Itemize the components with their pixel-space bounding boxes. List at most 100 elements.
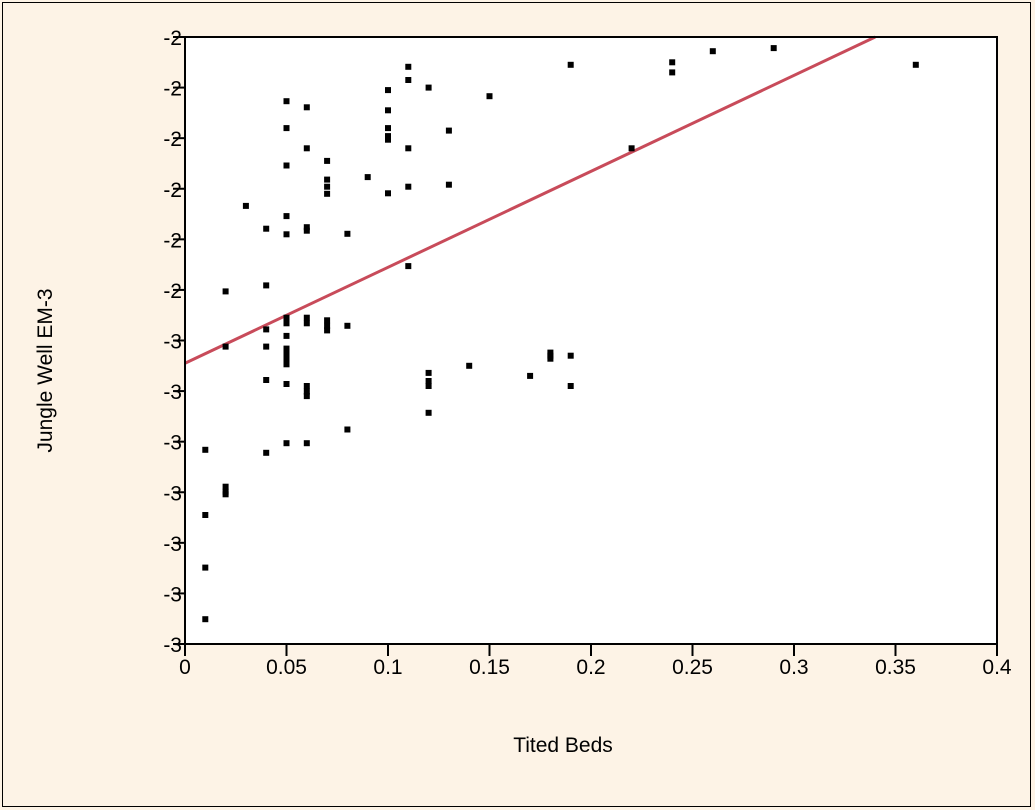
y-tick-label: -3 [163, 634, 182, 657]
data-point [303, 320, 310, 327]
data-point [425, 378, 432, 384]
data-point [405, 263, 412, 270]
data-point [242, 202, 249, 209]
data-point [324, 190, 331, 197]
x-tick-label: 0.05 [266, 656, 307, 679]
y-tick-label: -3 [163, 583, 182, 606]
x-tick-label: 0.3 [779, 656, 808, 679]
data-point [324, 327, 331, 334]
data-point [425, 383, 432, 389]
data-point [283, 213, 290, 220]
data-point [405, 145, 412, 152]
x-tick-label: 0.35 [875, 656, 916, 679]
data-point [222, 483, 229, 490]
data-point [303, 104, 310, 111]
plot-area [185, 37, 997, 644]
y-axis-title: Jungle Well EM-3 [34, 288, 57, 452]
data-point [303, 388, 310, 395]
data-point [547, 355, 554, 362]
x-tick-label: 0.1 [373, 656, 402, 679]
data-point [303, 393, 310, 400]
data-point [547, 349, 554, 356]
x-tick-label: 0.25 [672, 656, 713, 679]
y-tick-label: -2 [163, 280, 182, 303]
data-point [669, 69, 676, 76]
y-tick-label: -3 [163, 381, 182, 404]
data-point [283, 332, 290, 339]
data-point [445, 181, 452, 188]
data-point [324, 157, 331, 164]
data-point [385, 107, 391, 114]
data-point [303, 383, 310, 389]
data-point [202, 616, 209, 623]
data-point [425, 369, 432, 376]
data-point [628, 145, 635, 152]
data-point [303, 145, 310, 152]
data-point [283, 440, 290, 447]
x-tick-label: 0.15 [469, 656, 510, 679]
data-point [303, 224, 310, 231]
data-point [202, 512, 209, 518]
data-point [567, 352, 574, 359]
data-point [385, 190, 391, 197]
y-tick-label: -3 [163, 533, 182, 556]
y-tick-label: -3 [163, 331, 182, 354]
data-point [344, 322, 351, 329]
data-point [324, 317, 331, 324]
data-point [303, 314, 310, 321]
data-point [486, 93, 493, 100]
data-point [567, 383, 574, 389]
data-point [222, 288, 229, 295]
data-point [283, 125, 290, 132]
data-point [263, 449, 270, 456]
data-point [709, 48, 716, 55]
data-point [405, 63, 412, 70]
data-point [344, 426, 351, 433]
data-point [364, 174, 371, 181]
data-point [425, 84, 432, 91]
data-point [263, 282, 270, 289]
data-point [425, 409, 432, 416]
data-point [222, 491, 229, 498]
data-point [385, 87, 391, 94]
x-tick-label: 0.2 [576, 656, 605, 679]
data-point [912, 61, 919, 68]
data-point [385, 125, 391, 132]
data-point [303, 227, 310, 234]
data-point [222, 343, 229, 350]
data-point [283, 350, 290, 357]
y-tick-label: -2 [163, 179, 182, 202]
data-point [263, 377, 270, 383]
data-point [283, 381, 290, 387]
data-point [445, 127, 452, 134]
data-point [263, 225, 270, 232]
data-point [303, 440, 310, 447]
x-tick-label: 0.4 [982, 656, 1012, 679]
x-tick-label: 0 [179, 656, 191, 679]
data-point [770, 45, 777, 52]
y-tick-label: -2 [163, 229, 182, 252]
y-tick-label: -2 [163, 128, 182, 151]
data-point [324, 322, 331, 329]
y-tick-label: -3 [163, 432, 182, 455]
data-point [324, 183, 331, 190]
data-point [324, 176, 331, 183]
data-point [527, 372, 534, 379]
data-point [202, 446, 209, 453]
data-point [283, 98, 290, 105]
data-point [669, 59, 676, 66]
data-point [283, 361, 290, 368]
y-tick-label: -2 [163, 78, 182, 101]
data-point [344, 230, 351, 237]
data-point [385, 136, 391, 143]
data-point [405, 183, 412, 190]
data-point [283, 162, 290, 169]
data-point [283, 355, 290, 362]
data-point [263, 326, 270, 333]
data-point [283, 231, 290, 238]
data-point [283, 314, 290, 321]
data-point [405, 77, 412, 83]
x-axis-title: Tited Beds [513, 734, 613, 757]
data-point [283, 320, 290, 327]
